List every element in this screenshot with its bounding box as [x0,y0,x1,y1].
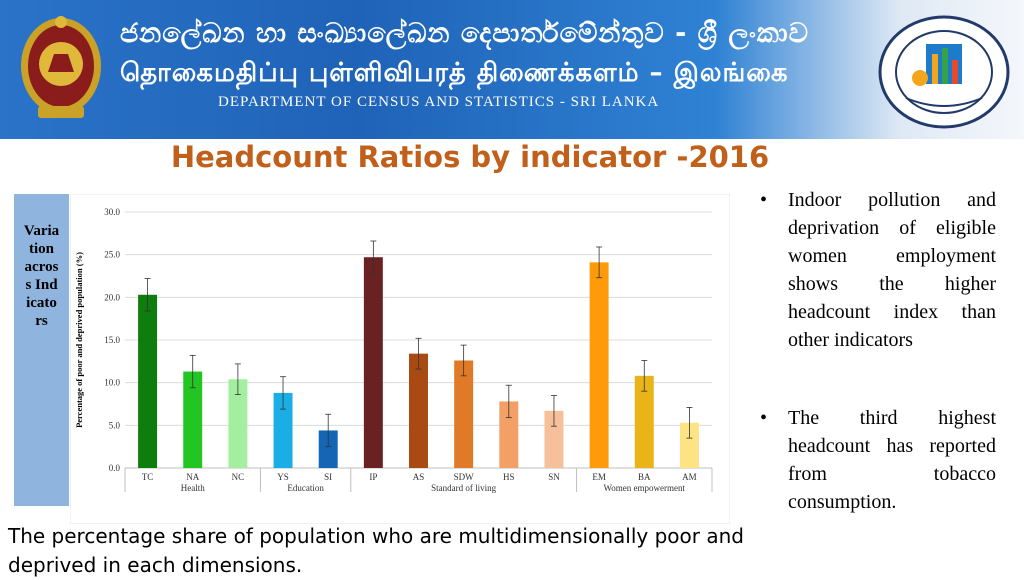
x-tick-label: BA [638,472,651,482]
y-tick-label: 30.0 [104,207,120,217]
y-tick-label: 20.0 [104,292,120,302]
bar-si [318,430,338,468]
chart-caption: The percentage share of population who a… [8,524,744,577]
x-tick-label: AM [682,472,697,482]
bar-em [589,262,609,468]
x-tick-label: NC [232,472,245,482]
banner-sinhala: ජනලේඛන හා සංඛ්‍යාලේඛන දෙපාර්තමේන්තුව - ශ… [120,18,810,49]
x-tick-label: IP [369,472,377,482]
bar-am [679,422,699,468]
bar-tc [138,294,158,468]
bar-as [409,353,428,468]
group-label: Standard of living [431,483,496,493]
y-tick-label: 10.0 [104,378,120,388]
y-tick-label: 5.0 [109,420,121,430]
side-label-text: Variation across Indicators [23,223,60,329]
bar-sdw [454,360,474,468]
group-label: Education [287,483,324,493]
x-tick-label: SI [324,472,332,482]
y-tick-label: 15.0 [104,335,120,345]
bullet-item: The third highest headcount has reported… [760,404,996,516]
side-label-box: Variation across Indicators [14,194,69,506]
x-tick-label: TC [142,472,154,482]
bar-ip [363,257,383,468]
chart-background [69,193,731,525]
bar-na [183,371,203,468]
banner-english: DEPARTMENT OF CENSUS AND STATISTICS - SR… [218,94,660,110]
census-statistics-logo-icon [878,15,1010,129]
x-tick-label: NA [186,472,199,482]
bar-ys [273,392,293,468]
y-tick-label: 0.0 [109,463,121,473]
x-tick-label: HS [503,472,515,482]
headcount-bar-chart: 0.0 5.0 10.0 15.0 20.0 25.0 30.0 Percentage of … [69,193,731,525]
chart-container: 0.0 5.0 10.0 15.0 20.0 25.0 30.0 Percentage of … [69,193,731,525]
x-tick-label: SDW [454,472,475,482]
slide-title: Headcount Ratios by indicator -2016 [170,140,770,174]
sri-lanka-emblem-icon [21,16,101,118]
bar-nc [228,379,248,468]
bullet-item: Indoor pollution and deprivation of elig… [760,186,996,354]
bar-ba [634,375,654,468]
y-axis-label: Percentage of poor and deprived populati… [74,252,84,428]
banner-tamil: தொகைமதிப்பு புள்ளிவிபரத் திணைக்களம் – இல… [120,58,789,88]
header-banner: ජනලේඛන හා සංඛ්‍යාලේඛන දෙපාර්තමේන්තුව - ශ… [0,0,1024,139]
group-label: Women empowerment [604,483,686,493]
x-tick-label: EM [592,472,606,482]
bar-hs [499,401,519,468]
x-tick-label: AS [413,472,425,482]
y-tick-label: 25.0 [104,250,120,260]
bar-sn [544,410,564,468]
x-tick-label: SN [548,472,560,482]
group-label: Health [181,483,205,493]
x-tick-label: YS [277,472,289,482]
bullet-list: Indoor pollution and deprivation of elig… [760,186,996,516]
